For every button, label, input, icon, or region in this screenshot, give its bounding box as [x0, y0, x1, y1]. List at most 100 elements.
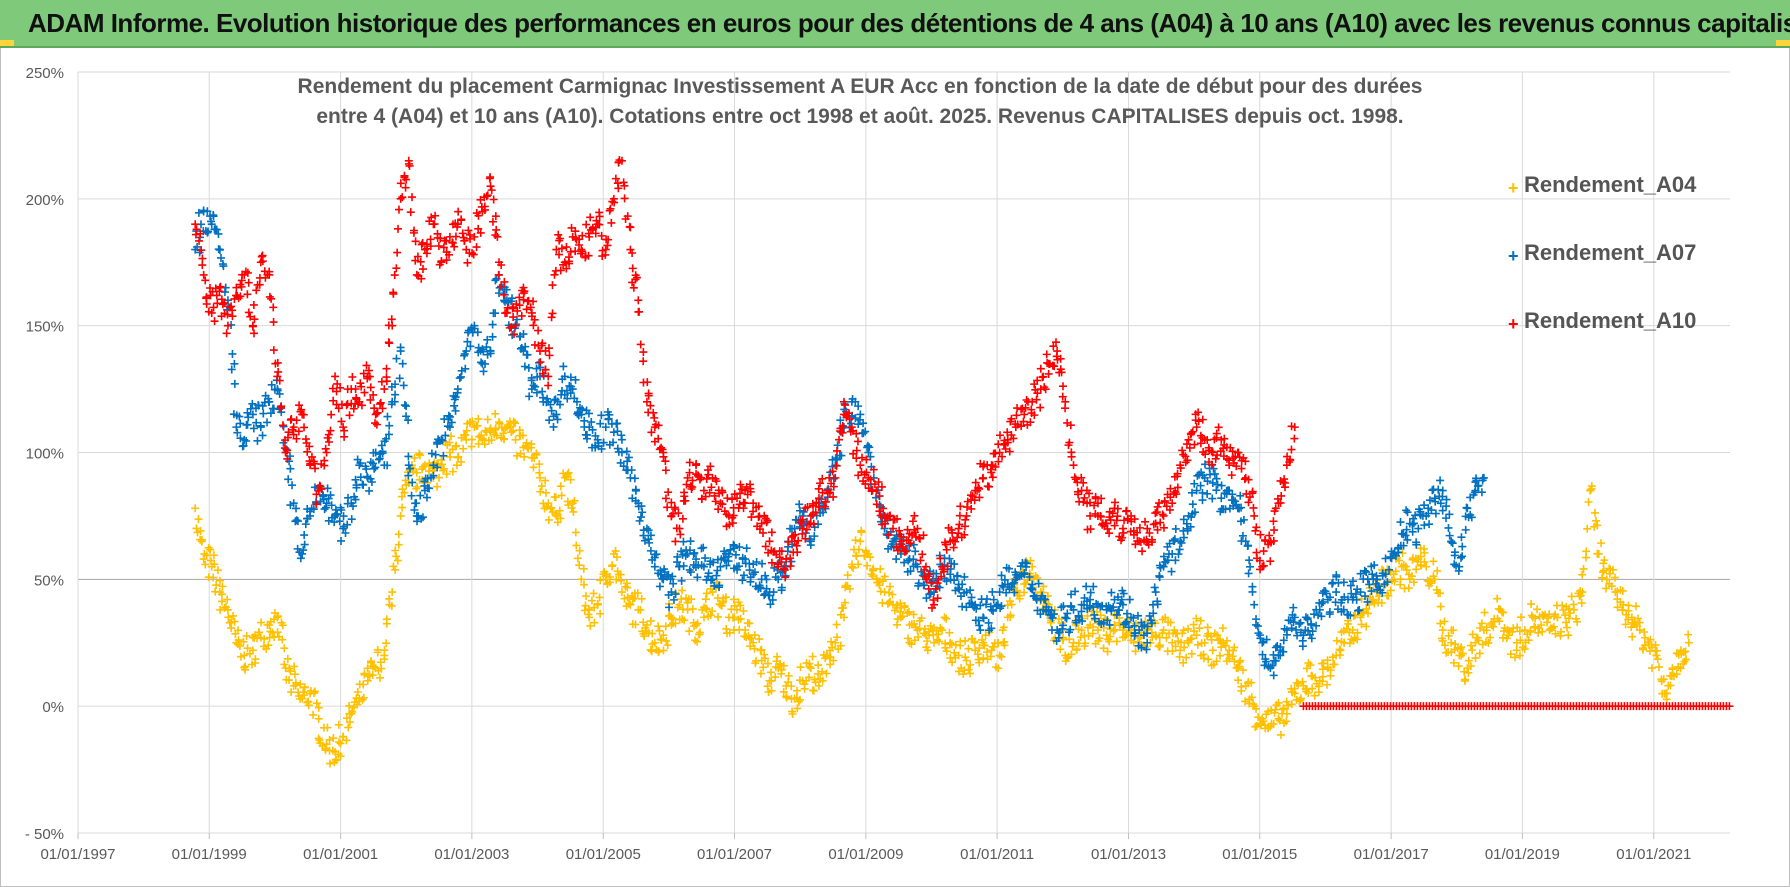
corner-accent-right	[1776, 40, 1790, 46]
data-point-rendement-a10	[380, 385, 389, 394]
data-point-rendement-a10	[274, 367, 283, 376]
data-point-rendement-a04	[1668, 665, 1677, 674]
data-point-rendement-a04	[942, 647, 951, 656]
data-point-rendement-a04	[730, 613, 739, 622]
data-point-rendement-a04	[1259, 717, 1268, 726]
data-point-rendement-a04	[527, 440, 536, 449]
data-point-rendement-a07	[370, 464, 379, 473]
data-point-rendement-a07	[1082, 582, 1091, 591]
data-point-rendement-a04	[1000, 637, 1009, 646]
data-point-rendement-a04	[975, 658, 984, 667]
data-point-rendement-a07	[418, 513, 427, 522]
data-point-rendement-a07	[1213, 480, 1222, 489]
data-point-rendement-a04	[1310, 691, 1319, 700]
data-point-rendement-a07	[407, 491, 416, 500]
data-point-rendement-a04	[300, 683, 309, 692]
data-point-rendement-a04	[890, 606, 899, 615]
data-point-rendement-a04	[1370, 599, 1379, 608]
data-point-rendement-a04	[964, 644, 973, 653]
data-point-rendement-a07	[343, 520, 352, 529]
data-point-rendement-a04	[962, 656, 971, 665]
data-point-rendement-a04	[391, 565, 400, 574]
data-point-rendement-a04	[1304, 659, 1313, 668]
data-point-rendement-a04	[880, 572, 889, 581]
data-point-rendement-a04	[1474, 636, 1483, 645]
data-point-rendement-a04	[1166, 618, 1175, 627]
data-point-rendement-a07	[1402, 506, 1411, 515]
data-point-rendement-a04	[979, 654, 988, 663]
data-point-rendement-a04	[983, 648, 992, 657]
data-point-rendement-a10	[740, 499, 749, 508]
data-point-rendement-a04	[1558, 601, 1567, 610]
data-point-rendement-a04	[300, 691, 309, 700]
data-point-rendement-a10	[548, 281, 557, 290]
data-point-rendement-a07	[731, 550, 740, 559]
data-point-rendement-a04	[904, 634, 913, 643]
data-point-rendement-a07	[636, 513, 645, 522]
data-point-rendement-a10	[681, 496, 690, 505]
data-point-rendement-a07	[1246, 562, 1255, 571]
data-point-rendement-a04	[1234, 662, 1243, 671]
data-point-rendement-a07	[701, 554, 710, 563]
data-point-rendement-a04	[264, 641, 273, 650]
data-point-rendement-a04	[1296, 694, 1305, 703]
data-point-rendement-a04	[290, 670, 299, 679]
data-point-rendement-a04	[480, 440, 489, 449]
data-point-rendement-a04	[942, 614, 951, 623]
data-point-rendement-a04	[535, 473, 544, 482]
data-point-rendement-a04	[843, 571, 852, 580]
data-point-rendement-a04	[1611, 573, 1620, 582]
data-point-rendement-a04	[829, 656, 838, 665]
y-tick-label: 250%	[26, 65, 64, 82]
data-point-rendement-a10	[529, 321, 538, 330]
data-point-rendement-a10	[301, 435, 310, 444]
data-point-rendement-a04	[611, 547, 620, 556]
data-point-rendement-a04	[1294, 679, 1303, 688]
data-point-rendement-a04	[1538, 627, 1547, 636]
data-point-rendement-a04	[1493, 594, 1502, 603]
data-point-rendement-a04	[1420, 558, 1429, 567]
data-point-rendement-a04	[766, 668, 775, 677]
data-point-rendement-a04	[202, 551, 211, 560]
data-point-rendement-a04	[1076, 633, 1085, 642]
data-point-rendement-a10	[1042, 350, 1051, 359]
data-point-rendement-a07	[658, 574, 667, 583]
x-tick-label: 01/01/2009	[828, 846, 903, 863]
data-point-rendement-a04	[255, 628, 264, 637]
data-point-rendement-a04	[1515, 651, 1524, 660]
data-point-rendement-a07	[232, 423, 241, 432]
data-point-rendement-a07	[431, 450, 440, 459]
data-point-rendement-a07	[488, 332, 497, 341]
data-point-rendement-a04	[1282, 709, 1291, 718]
data-point-rendement-a04	[1562, 618, 1571, 627]
data-point-rendement-a04	[487, 436, 496, 445]
data-point-rendement-a07	[482, 343, 491, 352]
data-point-rendement-a04	[756, 669, 765, 678]
data-point-rendement-a04	[729, 595, 738, 604]
data-point-rendement-a04	[822, 669, 831, 678]
data-point-rendement-a04	[856, 537, 865, 546]
data-point-rendement-a04	[1404, 584, 1413, 593]
data-point-rendement-a04	[442, 470, 451, 479]
data-point-rendement-a10	[249, 300, 258, 309]
data-point-rendement-a04	[970, 637, 979, 646]
data-point-rendement-a10	[604, 235, 613, 244]
data-point-rendement-a04	[209, 573, 218, 582]
data-point-rendement-a04	[1236, 656, 1245, 665]
data-point-rendement-a04	[1271, 705, 1280, 714]
data-point-rendement-a10	[634, 296, 643, 305]
data-point-rendement-a07	[1444, 523, 1453, 532]
data-point-rendement-a04	[1549, 622, 1558, 631]
data-point-rendement-a07	[288, 481, 297, 490]
data-point-rendement-a07	[1457, 533, 1466, 542]
data-point-rendement-a10	[1249, 503, 1258, 512]
data-point-rendement-a04	[1159, 626, 1168, 635]
data-point-rendement-a04	[595, 593, 604, 602]
data-point-rendement-a04	[248, 646, 257, 655]
data-point-rendement-a07	[709, 558, 718, 567]
data-point-rendement-a07	[1243, 542, 1252, 551]
data-point-rendement-a07	[337, 505, 346, 514]
data-point-rendement-a04	[260, 634, 269, 643]
data-point-rendement-a04	[557, 491, 566, 500]
legend-label-a04: Rendement_A04	[1524, 172, 1697, 197]
